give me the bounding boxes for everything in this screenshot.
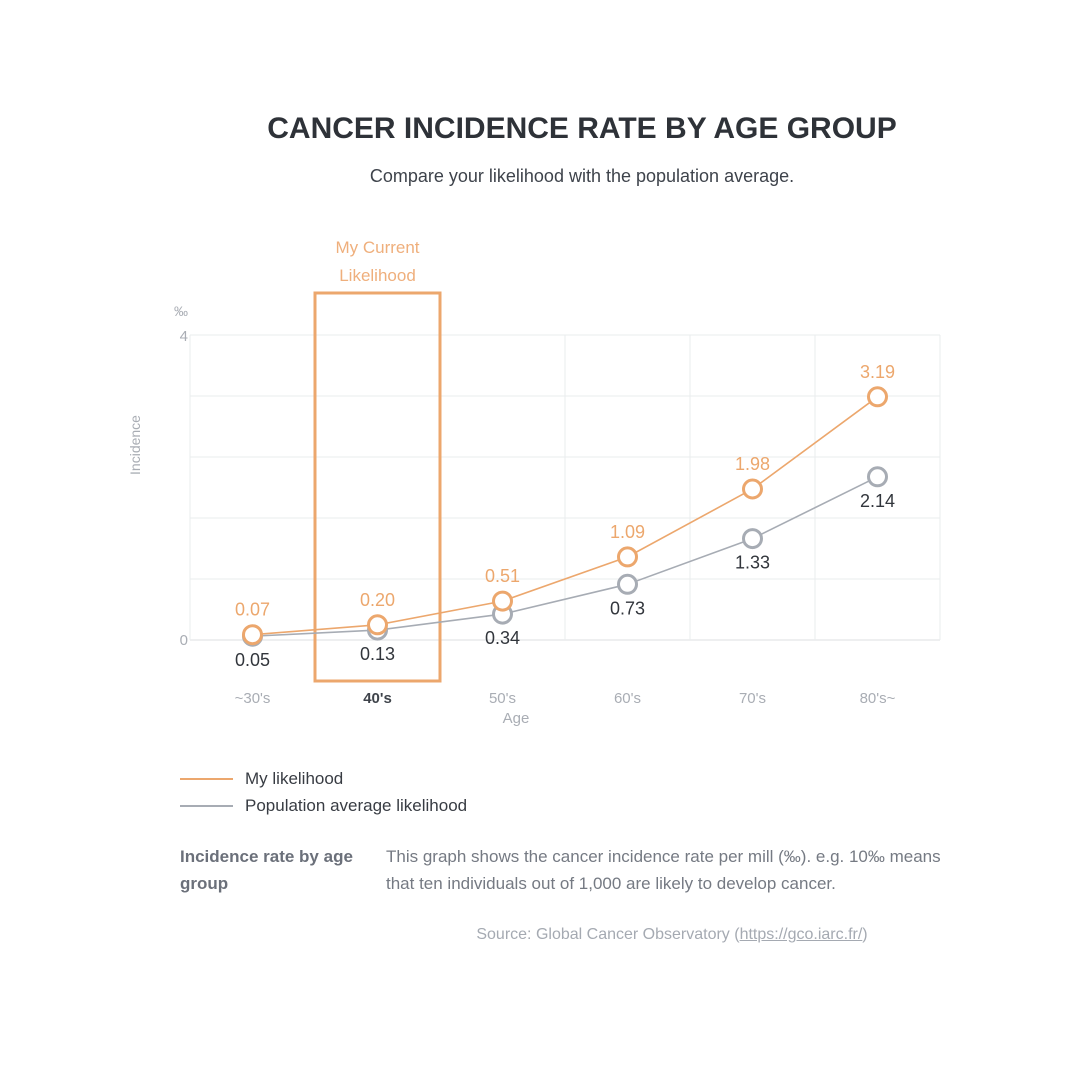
annotation-label-line2: Likelihood — [339, 266, 416, 285]
x-tick-label: 50's — [489, 690, 516, 707]
value-label-my-likelihood: 3.19 — [860, 362, 895, 382]
data-point-my-likelihood — [867, 386, 888, 408]
data-point-my-likelihood — [492, 590, 513, 612]
legend-item-my-likelihood: My likelihood — [180, 765, 467, 792]
data-point-my-likelihood — [617, 546, 638, 568]
source-prefix: Source: Global Cancer Observatory ( — [476, 926, 740, 943]
legend: My likelihood Population average likelih… — [180, 765, 467, 819]
value-label-my-likelihood: 1.98 — [735, 454, 770, 474]
value-label-population-average-likelihood: 2.14 — [860, 491, 895, 511]
footnote-term: Incidence rate by age group — [180, 847, 353, 893]
series-line-my-likelihood — [252, 396, 878, 636]
y-axis-title: Incidence — [127, 415, 143, 475]
data-point-my-likelihood — [242, 624, 263, 646]
x-tick-label: 40's — [363, 690, 392, 707]
data-point-population-average-likelihood — [867, 466, 888, 488]
value-label-population-average-likelihood: 1.33 — [735, 553, 770, 573]
x-tick-label: 80's~ — [860, 690, 896, 707]
source-suffix: ) — [862, 926, 868, 943]
series-line-population-average-likelihood — [252, 476, 878, 637]
data-point-population-average-likelihood — [617, 573, 638, 595]
legend-label-population-average: Population average likelihood — [245, 795, 468, 815]
data-point-population-average-likelihood — [742, 528, 763, 550]
x-axis-title: Age — [503, 710, 530, 727]
legend-item-population-average: Population average likelihood — [180, 792, 467, 819]
value-label-my-likelihood: 0.20 — [360, 590, 395, 610]
value-label-population-average-likelihood: 0.73 — [610, 598, 645, 618]
chart-subtitle: Compare your likelihood with the populat… — [369, 166, 795, 186]
legend-line-population-average — [180, 804, 233, 807]
x-tick-label: ~30's — [235, 690, 271, 707]
source-note: Source: Global Cancer Observatory (https… — [386, 926, 958, 944]
value-label-population-average-likelihood: 0.34 — [485, 628, 520, 648]
annotation-box — [313, 291, 442, 683]
value-label-my-likelihood: 0.07 — [235, 600, 270, 620]
x-tick-label: 60's — [614, 690, 641, 707]
source-link[interactable]: https://gco.iarc.fr/ — [739, 926, 863, 943]
legend-label-my-likelihood: My likelihood — [245, 768, 344, 788]
value-label-population-average-likelihood: 0.05 — [235, 650, 270, 670]
y-axis-unit: ‰ — [174, 303, 188, 319]
annotation-label-line1: My Current — [335, 238, 419, 257]
y-tick-label-max: 4 — [180, 328, 188, 345]
x-tick-label: 70's — [739, 690, 766, 707]
data-point-my-likelihood — [742, 478, 763, 500]
value-label-my-likelihood: 0.51 — [485, 566, 520, 586]
value-label-population-average-likelihood: 0.13 — [360, 644, 395, 664]
data-point-my-likelihood — [367, 614, 388, 636]
value-label-my-likelihood: 1.09 — [610, 522, 645, 542]
chart-title: CANCER INCIDENCE RATE BY AGE GROUP — [267, 112, 897, 145]
legend-line-my-likelihood — [180, 777, 233, 780]
y-tick-label-min: 0 — [180, 632, 188, 649]
footnote-description: This graph shows the cancer incidence ra… — [386, 847, 941, 893]
